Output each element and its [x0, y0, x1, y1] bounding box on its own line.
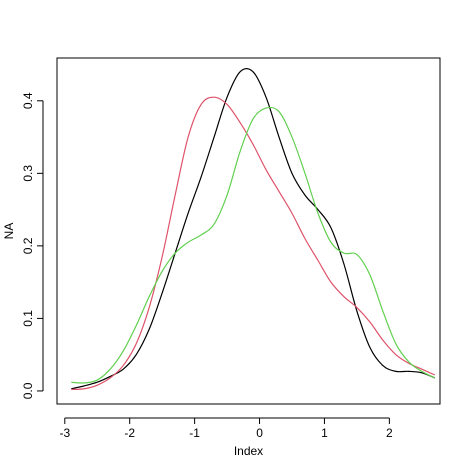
- plot-box: [56, 57, 441, 405]
- density-line: [71, 68, 436, 390]
- y-axis-label: NA: [2, 223, 16, 240]
- x-tick-label: -1: [189, 426, 200, 440]
- x-tick-label: -3: [59, 426, 70, 440]
- y-tick-label: 0.4: [21, 92, 35, 109]
- x-tick-label: 1: [321, 426, 328, 440]
- x-tick-label: 2: [386, 426, 393, 440]
- density-line: [71, 96, 436, 391]
- y-tick-label: 0.2: [21, 237, 35, 254]
- x-axis-label: Index: [234, 444, 263, 458]
- y-tick-label: 0.1: [21, 310, 35, 327]
- y-tick-label: 0.0: [21, 382, 35, 399]
- density-line: [71, 106, 436, 384]
- x-tick-label: -2: [124, 426, 135, 440]
- x-tick-label: 0: [256, 426, 263, 440]
- y-tick-label: 0.3: [21, 165, 35, 182]
